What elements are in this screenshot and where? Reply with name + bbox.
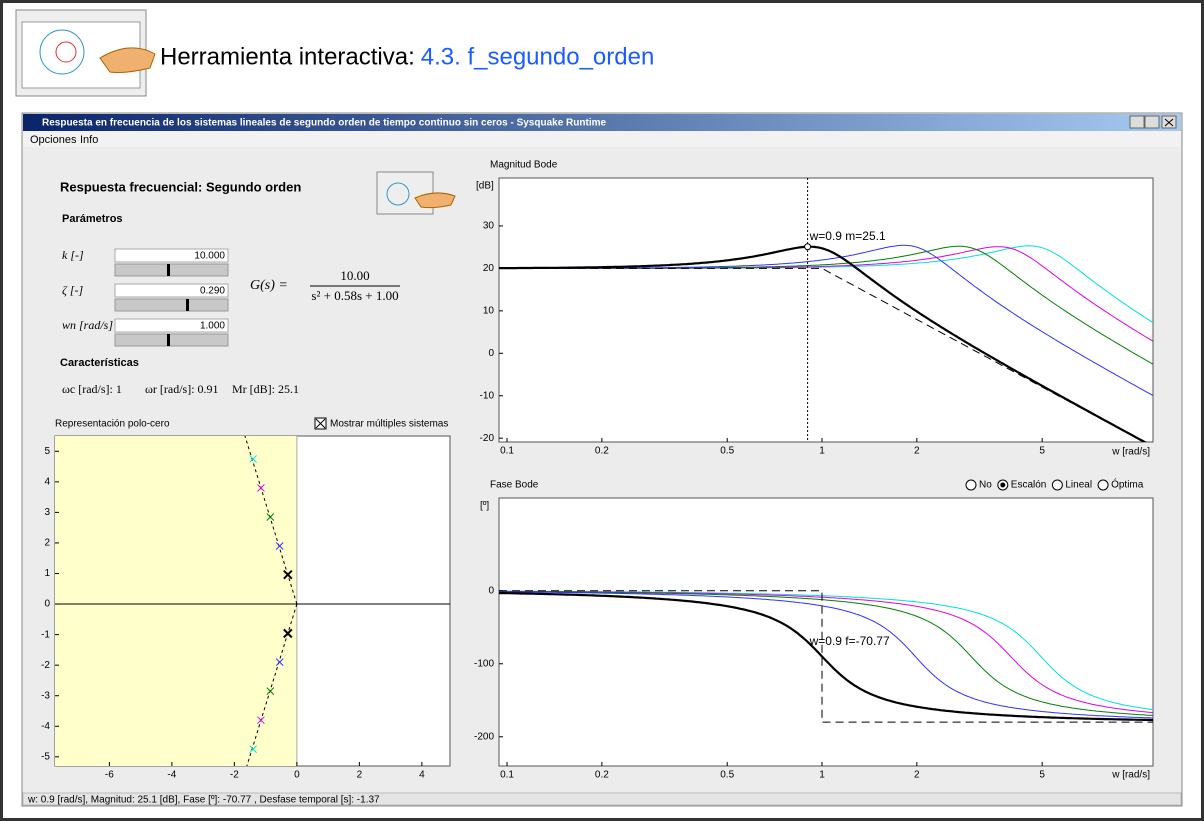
y-tick-label: 10 — [483, 305, 495, 316]
cursor-point — [805, 244, 811, 250]
header-label: Herramienta interactiva: — [160, 43, 415, 70]
x-tick-label: 0.5 — [720, 446, 734, 457]
x-tick-label: 0.2 — [595, 770, 609, 781]
slider-thumb — [167, 264, 170, 276]
slider-thumb — [167, 334, 170, 346]
page: Herramienta interactiva: 4.3. f_segundo_… — [0, 0, 1204, 821]
x-tick-label: 5 — [1039, 446, 1045, 457]
x-tick-label: 5 — [1039, 770, 1045, 781]
characteristics-title: Características — [60, 357, 139, 369]
y-tick-label: 0 — [488, 348, 494, 359]
param-value: 0.290 — [200, 286, 225, 297]
status-text: w: 0.9 [rad/s], Magnitud: 25.1 [dB], Fas… — [27, 795, 380, 806]
x-tick-label: -2 — [230, 770, 239, 781]
tf-lhs: G(s) = — [250, 278, 288, 293]
x-tick-label: 4 — [419, 770, 425, 781]
x-tick-label: 2 — [914, 446, 920, 457]
y-tick-label: 4 — [44, 476, 50, 487]
characteristic: ωr [rad/s]: 0.91 — [145, 382, 219, 396]
checkbox-label[interactable]: Mostrar múltiples sistemas — [330, 419, 448, 430]
header-link[interactable]: 4.3. f_segundo_orden — [421, 43, 655, 70]
radio-button[interactable] — [1052, 480, 1062, 490]
characteristic: Mr [dB]: 25.1 — [232, 382, 299, 396]
y-tick-label: 1 — [44, 568, 50, 579]
phase-title: Fase Bode — [490, 480, 539, 491]
x-tick-label: 1 — [819, 770, 825, 781]
mag-plot-area — [499, 178, 1153, 442]
menu-item[interactable]: Info — [80, 134, 98, 146]
y-tick-label: -10 — [480, 390, 495, 401]
x-tick-label: 1 — [819, 446, 825, 457]
y-tick-label: 0 — [44, 599, 50, 610]
y-tick-label: 2 — [44, 538, 50, 549]
param-slider[interactable] — [115, 334, 228, 346]
y-tick-label: 0 — [488, 585, 494, 596]
radio-label[interactable]: Escalón — [1011, 480, 1047, 491]
x-tick-label: 0.2 — [595, 446, 609, 457]
x-tick-label: 0.1 — [500, 446, 514, 457]
mag-title: Magnitud Bode — [490, 160, 558, 171]
y-tick-label: 3 — [44, 507, 50, 518]
radio-label[interactable]: Lineal — [1065, 480, 1092, 491]
y-tick-label: 20 — [483, 263, 495, 274]
window-buttons[interactable] — [1130, 116, 1176, 128]
y-tick-label: 5 — [44, 446, 50, 457]
characteristic: ωc [rad/s]: 1 — [62, 382, 122, 396]
menu-bar — [23, 131, 1181, 147]
phase-xlabel: w [rad/s] — [1111, 770, 1150, 781]
radio-button[interactable] — [966, 480, 976, 490]
x-tick-label: 0.1 — [500, 770, 514, 781]
y-tick-label: -200 — [474, 731, 494, 742]
tf-denominator: s² + 0.58s + 1.00 — [311, 288, 398, 303]
cursor-annotation: w=0.9 f=-70.77 — [809, 634, 890, 648]
y-tick-label: 30 — [483, 221, 495, 232]
radio-label[interactable]: No — [979, 480, 992, 491]
y-tick-label: -2 — [41, 660, 50, 671]
slider-thumb — [186, 299, 189, 311]
phase-unit: [º] — [480, 501, 489, 512]
y-tick-label: -1 — [41, 629, 50, 640]
tf-numerator: 10.00 — [340, 268, 369, 283]
radio-button[interactable] — [1098, 480, 1108, 490]
y-tick-label: -5 — [41, 751, 50, 762]
x-tick-label: 0 — [294, 770, 300, 781]
window-title: Respuesta en frecuencia de los sistemas … — [42, 118, 606, 129]
menu-item[interactable]: Opciones — [30, 134, 77, 146]
radio-dot — [1000, 483, 1005, 488]
param-label: wn [rad/s] — [62, 318, 113, 332]
x-tick-label: 0.5 — [720, 770, 734, 781]
tool-icon — [16, 10, 155, 96]
cursor-annotation: w=0.9 m=25.1 — [809, 229, 886, 243]
stable-region — [55, 436, 297, 766]
param-value: 1.000 — [200, 321, 225, 332]
radio-label[interactable]: Óptima — [1111, 478, 1144, 491]
y-tick-label: -20 — [480, 433, 495, 444]
y-tick-label: -100 — [474, 658, 494, 669]
panel-title: Respuesta frecuencial: Segundo orden — [60, 179, 301, 194]
pz-title: Representación polo-cero — [55, 419, 170, 430]
y-tick-label: -3 — [41, 690, 50, 701]
x-tick-label: 2 — [357, 770, 363, 781]
x-tick-label: 2 — [914, 770, 920, 781]
x-tick-label: -4 — [167, 770, 176, 781]
phase-plot-area — [499, 498, 1153, 766]
param-label: ζ [-] — [62, 283, 84, 297]
x-tick-label: -6 — [105, 770, 114, 781]
screen: Herramienta interactiva: 4.3. f_segundo_… — [0, 0, 1204, 821]
params-title: Parámetros — [62, 213, 123, 225]
mag-xlabel: w [rad/s] — [1111, 447, 1150, 458]
mag-unit: [dB] — [476, 181, 494, 192]
param-slider[interactable] — [115, 264, 228, 276]
param-slider[interactable] — [115, 299, 228, 311]
y-tick-label: -4 — [41, 721, 50, 732]
param-value: 10.000 — [194, 251, 225, 262]
param-label: k [-] — [62, 248, 84, 262]
